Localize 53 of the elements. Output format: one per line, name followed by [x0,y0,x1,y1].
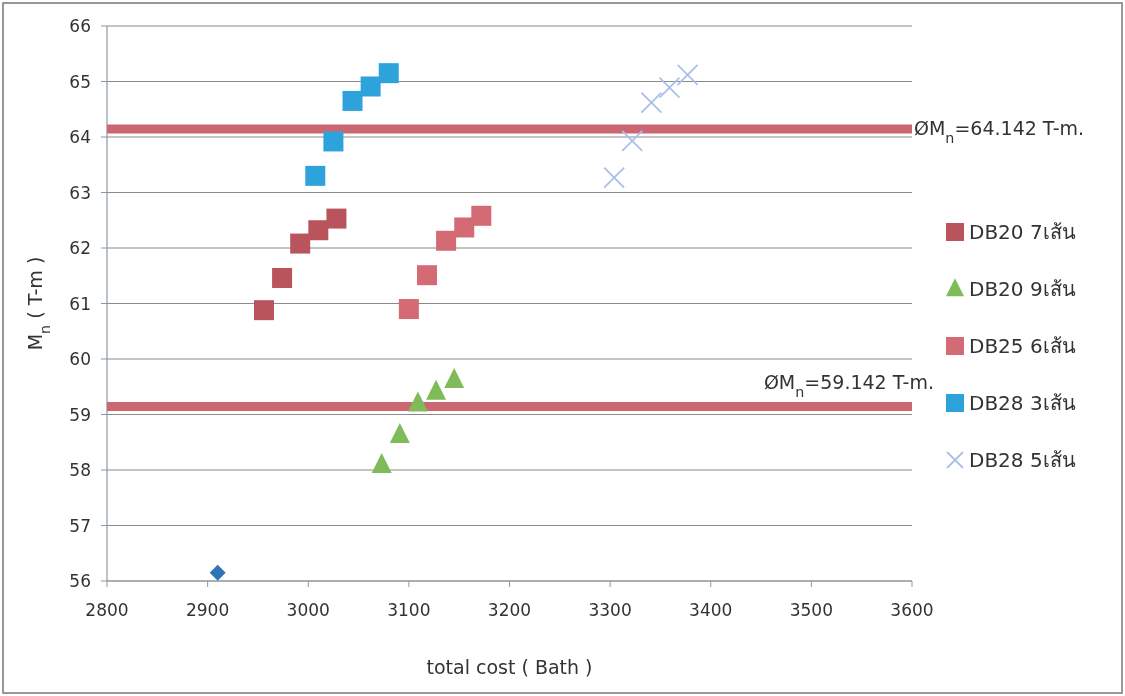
legend-label: DB25 6เส้น [969,334,1076,358]
y-tick-label: 58 [69,460,91,480]
x-tick-label: 3300 [588,600,632,620]
x-tick-label: 3500 [789,600,834,620]
y-tick-label: 64 [69,127,91,147]
legend-label: DB20 7เส้น [969,220,1076,244]
point [389,423,410,444]
y-tick-label: 66 [69,16,91,36]
point [426,379,447,400]
y-tick-label: 60 [69,349,91,369]
point [305,165,326,186]
point [253,300,274,321]
x-tick-label: 3400 [689,600,733,620]
point [416,265,437,286]
point [407,391,428,412]
x-tick-label: 3200 [487,600,532,620]
point [640,91,663,114]
point [308,220,329,241]
y-tick-label: 63 [69,182,91,203]
ref-line-label: ØM$_{n}$=59.142 T-m. [763,370,934,400]
y-tick-label: 56 [69,571,91,591]
point [658,76,681,99]
y-tick-label: 62 [69,238,91,258]
point [290,233,311,254]
point [360,76,381,97]
point [603,166,626,189]
point [676,63,699,86]
ref-line-label: ØM$_{n}$=64.142 T-m. [914,117,1085,147]
point [326,208,347,229]
point [621,129,644,152]
x-tick-label: 3100 [387,600,431,620]
point [342,90,363,111]
legend-label: DB28 3เส้น [969,391,1076,415]
x-tick-label: 3600 [890,600,934,620]
point [398,299,419,320]
legend-label: DB20 9เส้น [969,277,1076,301]
y-tick-label: 61 [69,293,91,314]
point [272,267,293,288]
x-tick-label: 2800 [85,600,129,620]
point [436,230,457,251]
y-tick-label: 65 [69,71,91,92]
point [471,205,492,226]
point [323,131,344,152]
point [378,63,399,84]
x-tick-label: 3000 [286,600,330,620]
point [371,453,392,473]
x-tick-label: 2900 [185,600,230,620]
y-tick-label: 59 [69,404,91,425]
legend-label: DB28 5เส้น [969,448,1076,472]
y-tick-label: 57 [69,515,91,536]
point [444,368,465,389]
point [454,217,475,238]
x-axis-title: total cost ( Bath ) [426,656,593,678]
